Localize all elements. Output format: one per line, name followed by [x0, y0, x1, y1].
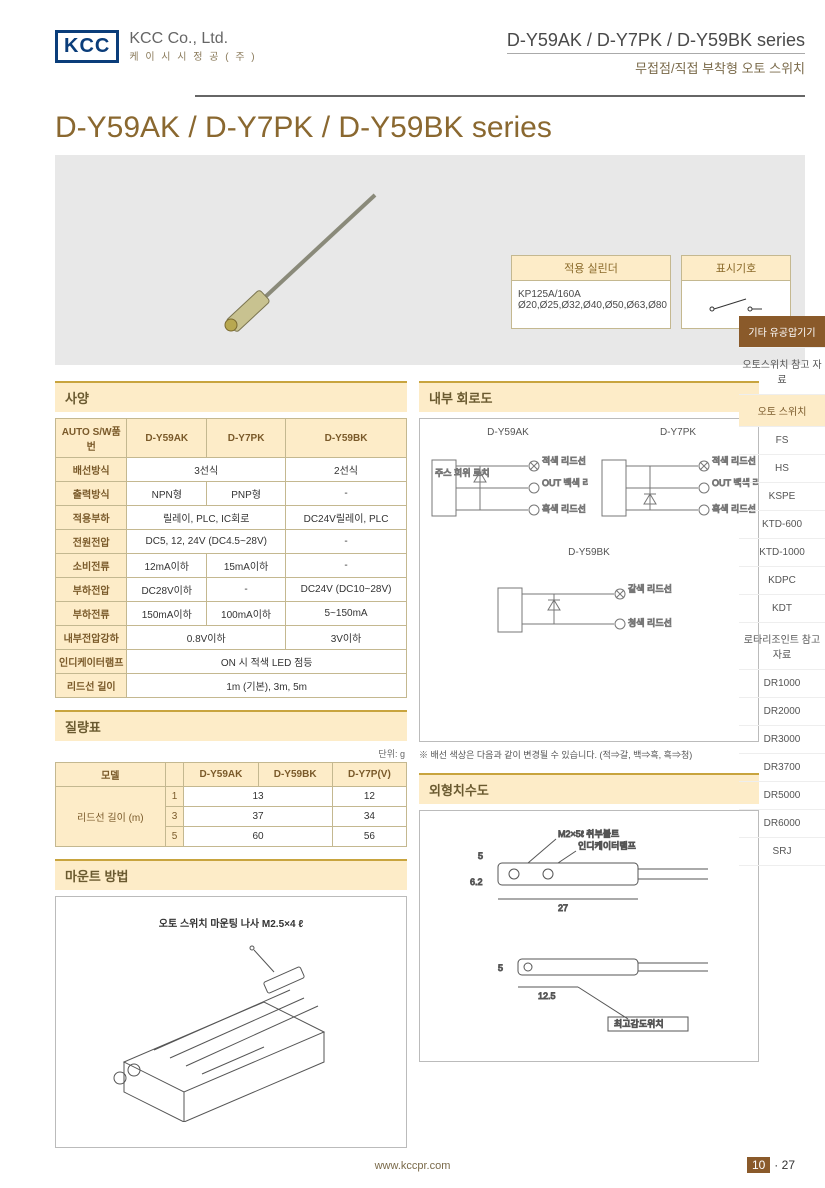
sidebar-item[interactable]: SRJ — [739, 838, 825, 866]
dimension-drawing-icon: M2×5ℓ 취부볼트 인디케이터램프 5 6.2 27 5 12.5 — [428, 819, 748, 1049]
mount-diagram: 오토 스위치 마운팅 나사 M2.5×4 ℓ — [55, 896, 407, 1148]
svg-text:최고감도위치: 최고감도위치 — [614, 1018, 664, 1029]
svg-text:5: 5 — [498, 963, 503, 973]
page-header: KCC KCC Co., Ltd. 케 이 시 시 정 공 ( 주 ) D-Y5… — [55, 30, 805, 77]
svg-text:흑색 리드선: 흑색 리드선 — [542, 503, 586, 514]
main-title: D-Y59AK / D-Y7PK / D-Y59BK series — [55, 111, 805, 145]
cylinder-table: 적용 실린더 KP125A/160A Ø20,Ø25,Ø32,Ø40,Ø50,Ø… — [511, 255, 671, 329]
header-series: D-Y59AK / D-Y7PK / D-Y59BK series — [507, 30, 805, 54]
circuit-2wire-icon: 갈색 리드선 청색 리드선 — [494, 562, 684, 658]
header-subtitle: 무접점/직접 부착형 오토 스위치 — [507, 58, 805, 77]
sidebar-item[interactable]: KDPC — [739, 567, 825, 595]
dim-heading: 외형치수도 — [419, 773, 759, 804]
svg-text:OUT 백색 리드선: OUT 백색 리드선 — [542, 478, 588, 488]
sidebar-item[interactable]: FS — [739, 427, 825, 455]
sidebar-item[interactable]: DR3700 — [739, 754, 825, 782]
sidebar-item[interactable]: HS — [739, 455, 825, 483]
footer-url: www.kccpr.com — [0, 1160, 825, 1172]
svg-text:12.5: 12.5 — [538, 991, 556, 1001]
logo: KCC — [55, 30, 119, 63]
spec-table: AUTO S/W품번D-Y59AKD-Y7PKD-Y59BK배선방식3선식2선식… — [55, 418, 407, 698]
svg-text:인디케이터램프: 인디케이터램프 — [578, 840, 636, 851]
mass-unit: 단위: g — [55, 747, 405, 760]
symbol-head: 표시기호 — [681, 255, 791, 281]
svg-text:6.2: 6.2 — [470, 877, 483, 887]
circuit-label-1: D-Y7PK — [598, 427, 758, 438]
svg-text:청색 리드선: 청색 리드선 — [628, 618, 672, 628]
sidebar-item[interactable]: 오토 스위치 — [739, 395, 825, 427]
sidebar-item[interactable]: DR1000 — [739, 670, 825, 698]
svg-text:5: 5 — [478, 851, 483, 861]
sidebar-item[interactable]: DR5000 — [739, 782, 825, 810]
company-name: KCC Co., Ltd. — [129, 30, 256, 48]
circuit-npn-icon: 주스 회위 로치 적색 리드선 OUT 백색 리드선 흑색 리드선 — [428, 442, 588, 538]
mount-heading: 마운트 방법 — [55, 859, 407, 890]
company-sub: 케 이 시 시 정 공 ( 주 ) — [129, 48, 256, 63]
sidebar-item[interactable]: 로타리조인트 참고 자료 — [739, 623, 825, 670]
chapter-num: 10 — [747, 1157, 770, 1173]
hero-area: 적용 실린더 KP125A/160A Ø20,Ø25,Ø32,Ø40,Ø50,Ø… — [55, 155, 805, 365]
svg-text:갈색 리드선: 갈색 리드선 — [628, 584, 672, 594]
sidebar-item[interactable]: 기타 유공압기기 — [739, 316, 825, 348]
sidebar-item[interactable]: KTD-600 — [739, 511, 825, 539]
sidebar-item[interactable]: KSPE — [739, 483, 825, 511]
mount-drawing-icon — [64, 942, 384, 1122]
svg-text:적색 리드선: 적색 리드선 — [542, 455, 586, 466]
sidebar-nav: 기타 유공압기기오토스위치 참고 자료오토 스위치FSHSKSPEKTD-600… — [739, 316, 825, 866]
sidebar-item[interactable]: DR6000 — [739, 810, 825, 838]
sidebar-item[interactable]: DR2000 — [739, 698, 825, 726]
svg-text:27: 27 — [558, 903, 568, 913]
circuit-label-0: D-Y59AK — [428, 427, 588, 438]
mass-heading: 질량표 — [55, 710, 407, 741]
sidebar-item[interactable]: DR3000 — [739, 726, 825, 754]
cylinder-head: 적용 실린더 — [511, 255, 671, 281]
mass-table: 모델D-Y59AKD-Y59BKD-Y7P(V)리드선 길이 (m)113123… — [55, 762, 407, 847]
circuit-heading: 내부 회로도 — [419, 381, 759, 412]
product-image — [195, 185, 395, 345]
circuit-note: ※ 배선 색상은 다음과 같이 변경될 수 있습니다. (적⇒갈, 백⇒흑, 흑… — [419, 748, 759, 761]
page-num: 27 — [782, 1158, 795, 1172]
circuit-label-2: D-Y59BK — [494, 547, 684, 558]
page-number: 10· 27 — [747, 1158, 795, 1172]
sidebar-item[interactable]: KDT — [739, 595, 825, 623]
mount-screw-label: 오토 스위치 마운팅 나사 M2.5×4 ℓ — [64, 915, 398, 930]
cylinder-body: KP125A/160A Ø20,Ø25,Ø32,Ø40,Ø50,Ø63,Ø80 — [511, 281, 671, 329]
circuit-pnp-icon: 적색 리드선 OUT 백색 리드선 흑색 리드선 — [598, 442, 758, 538]
header-rule — [195, 95, 805, 97]
svg-text:M2×5ℓ 취부볼트: M2×5ℓ 취부볼트 — [558, 829, 619, 839]
sidebar-item[interactable]: 오토스위치 참고 자료 — [739, 348, 825, 395]
dimension-diagram: M2×5ℓ 취부볼트 인디케이터램프 5 6.2 27 5 12.5 — [419, 810, 759, 1062]
switch-symbol-icon — [706, 295, 766, 315]
circuit-diagram: D-Y59AK 주스 회위 로치 적색 리드선 — [419, 418, 759, 742]
sidebar-item[interactable]: KTD-1000 — [739, 539, 825, 567]
spec-heading: 사양 — [55, 381, 407, 412]
